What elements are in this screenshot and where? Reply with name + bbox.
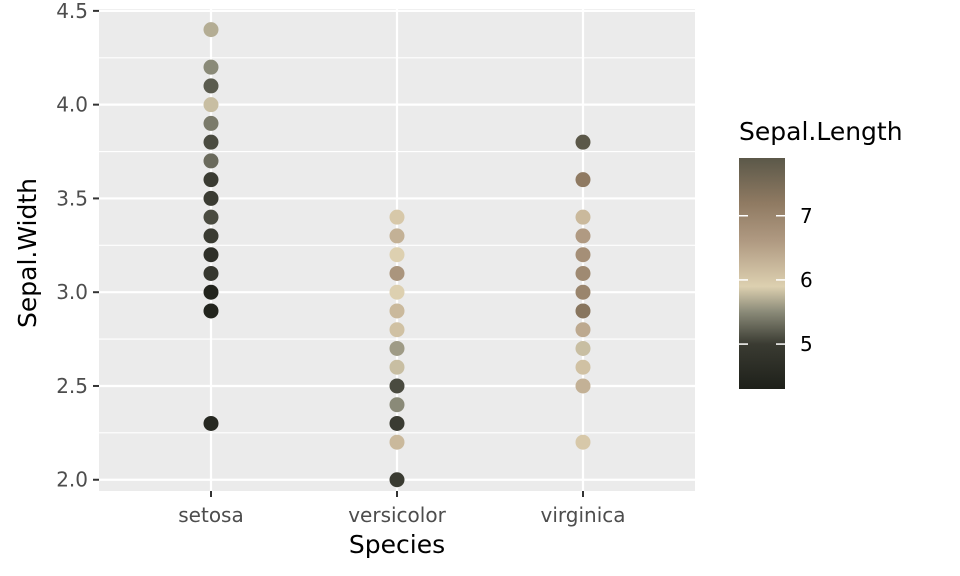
- legend-tick-label: 6: [800, 268, 813, 292]
- data-point: [203, 115, 219, 131]
- data-point: [575, 378, 591, 394]
- data-point: [203, 303, 219, 319]
- legend-title: Sepal.Length: [739, 117, 903, 146]
- data-point: [203, 284, 219, 300]
- data-point: [203, 172, 219, 188]
- data-point: [575, 322, 591, 338]
- data-point: [203, 59, 219, 75]
- data-point: [389, 378, 405, 394]
- data-point: [575, 359, 591, 375]
- data-point: [203, 247, 219, 263]
- data-point: [389, 340, 405, 356]
- data-point: [389, 284, 405, 300]
- data-point: [203, 97, 219, 113]
- data-point: [575, 303, 591, 319]
- y-tick-label: 3.5: [56, 186, 88, 210]
- data-point: [389, 434, 405, 450]
- data-point: [389, 415, 405, 431]
- x-axis-title: Species: [349, 530, 445, 559]
- data-point: [389, 247, 405, 263]
- data-point: [575, 134, 591, 150]
- data-point: [575, 340, 591, 356]
- y-tick-label: 4.0: [56, 93, 88, 117]
- y-tick-label: 2.5: [56, 374, 88, 398]
- data-point: [575, 284, 591, 300]
- data-point: [389, 265, 405, 281]
- y-tick-label: 3.0: [56, 280, 88, 304]
- y-axis-title: Sepal.Width: [13, 178, 42, 328]
- data-point: [575, 434, 591, 450]
- data-point: [203, 209, 219, 225]
- data-point: [389, 303, 405, 319]
- data-point: [575, 209, 591, 225]
- data-point: [203, 22, 219, 38]
- data-point: [389, 359, 405, 375]
- data-point: [203, 190, 219, 206]
- legend-tick-label: 7: [800, 204, 813, 228]
- data-point: [389, 209, 405, 225]
- data-point: [203, 415, 219, 431]
- y-tick-label: 4.5: [56, 0, 88, 23]
- x-tick-label: setosa: [178, 503, 243, 527]
- data-point: [203, 228, 219, 244]
- x-tick-label: virginica: [541, 503, 626, 527]
- data-point: [203, 134, 219, 150]
- data-point: [575, 247, 591, 263]
- legend-tick-label: 5: [800, 332, 813, 356]
- data-point: [203, 265, 219, 281]
- legend-ticks: 5 6 7: [739, 204, 813, 356]
- data-point: [203, 78, 219, 94]
- legend-colorbar: [739, 158, 785, 389]
- color-legend: Sepal.Length 5 6 7: [739, 117, 903, 389]
- data-point: [389, 322, 405, 338]
- data-point: [389, 472, 405, 488]
- data-point: [575, 228, 591, 244]
- data-point: [575, 265, 591, 281]
- data-point: [389, 228, 405, 244]
- data-point: [203, 153, 219, 169]
- data-point: [575, 172, 591, 188]
- data-points: [203, 22, 591, 488]
- x-tick-label: versicolor: [348, 503, 446, 527]
- y-tick-label: 2.0: [56, 468, 88, 492]
- data-point: [389, 397, 405, 413]
- x-axis: setosa versicolor virginica: [178, 491, 626, 527]
- y-axis: 2.0 2.5 3.0 3.5 4.0 4.5: [56, 0, 99, 492]
